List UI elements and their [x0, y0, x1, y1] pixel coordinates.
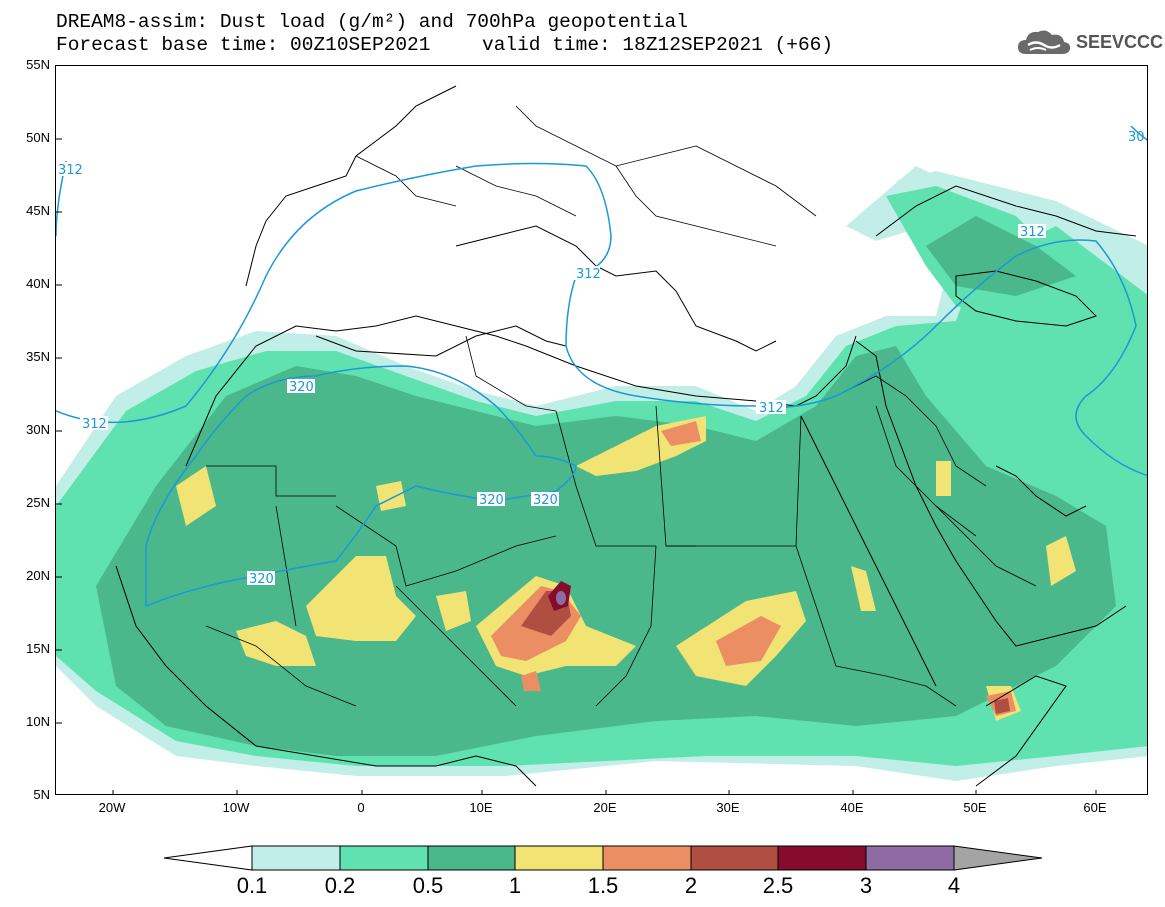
lat-label: 25N — [26, 495, 50, 510]
map-title: DREAM8-assim: Dust load (g/m²) and 700hP… — [56, 11, 688, 33]
colorbar-label: 3 — [859, 873, 873, 898]
logo-text: SEEVCCC — [1076, 32, 1164, 52]
colorbar-bin — [777, 845, 867, 871]
lon-label: 50E — [963, 800, 987, 815]
lon-label: 0 — [357, 800, 365, 815]
colorbar — [163, 845, 1043, 871]
colorbar-bin — [514, 845, 604, 871]
colorbar-bin — [251, 845, 341, 871]
colorbar-label: 1 — [508, 873, 522, 898]
colorbar-label: 2 — [684, 873, 698, 898]
contour-label: 30 — [1128, 130, 1145, 145]
colorbar-bin — [690, 845, 779, 871]
dust-load-map: 312 312 312 312 320 320 320 320 312 30 — [55, 65, 1148, 795]
contour-label: 312 — [576, 267, 601, 282]
lat-label: 20N — [26, 568, 50, 583]
colorbar-bin — [427, 845, 516, 871]
lat-label: 55N — [26, 57, 50, 72]
dust-level-3 — [556, 591, 566, 605]
map-canvas: 312 312 312 312 320 320 320 320 312 30 — [56, 85, 1147, 794]
lon-label: 20E — [593, 800, 617, 815]
colorbar-label: 0.1 — [236, 873, 268, 898]
colorbar-label: 4 — [947, 873, 961, 898]
contour-label: 312 — [82, 417, 107, 432]
lon-label: 30E — [716, 800, 740, 815]
contour-label: 320 — [249, 572, 274, 587]
dust-level-0.5 — [96, 216, 1116, 756]
tick-marks — [56, 138, 1097, 794]
contour-label: 312 — [1020, 225, 1045, 240]
lon-label: 10W — [222, 800, 250, 815]
colorbar-label: 1.5 — [587, 873, 619, 898]
lat-label: 50N — [26, 130, 50, 145]
lat-label: 35N — [26, 349, 50, 364]
lat-label: 45N — [26, 203, 50, 218]
valid-time: valid time: 18Z12SEP2021 (+66) — [482, 34, 834, 56]
contour-labels: 312 312 312 312 320 320 320 320 312 30 — [57, 130, 1145, 587]
colorbar-under-arrow — [163, 845, 253, 871]
colorbar-bin — [602, 845, 692, 871]
colorbar-over-arrow — [953, 845, 1043, 871]
contour-label: 320 — [533, 493, 558, 508]
contour-label: 312 — [759, 401, 784, 416]
colorbar-label: 0.5 — [412, 873, 444, 898]
map-subtitle: Forecast base time: 00Z10SEP2021 valid ti… — [56, 34, 833, 56]
lat-label: 15N — [26, 641, 50, 656]
lat-label: 10N — [26, 714, 50, 729]
lon-label: 20W — [98, 800, 126, 815]
coastlines — [115, 85, 1137, 787]
country-borders — [205, 105, 1037, 707]
lon-label: 40E — [840, 800, 864, 815]
colorbar-bin — [339, 845, 429, 871]
lat-label: 40N — [26, 276, 50, 291]
lat-label: 5N — [33, 787, 50, 802]
colorbar-bin — [865, 845, 955, 871]
cloud-icon — [1018, 30, 1071, 54]
lon-label: 10E — [469, 800, 493, 815]
contour-label: 320 — [289, 380, 314, 395]
seevccc-logo: SEEVCCC — [1016, 28, 1163, 58]
colorbar-label: 2.5 — [762, 873, 794, 898]
base-time: Forecast base time: 00Z10SEP2021 — [56, 34, 431, 56]
colorbar-label: 0.2 — [324, 873, 356, 898]
lat-label: 30N — [26, 422, 50, 437]
lon-label: 60E — [1083, 800, 1107, 815]
contour-label: 320 — [479, 493, 504, 508]
contour-label: 312 — [58, 163, 83, 178]
